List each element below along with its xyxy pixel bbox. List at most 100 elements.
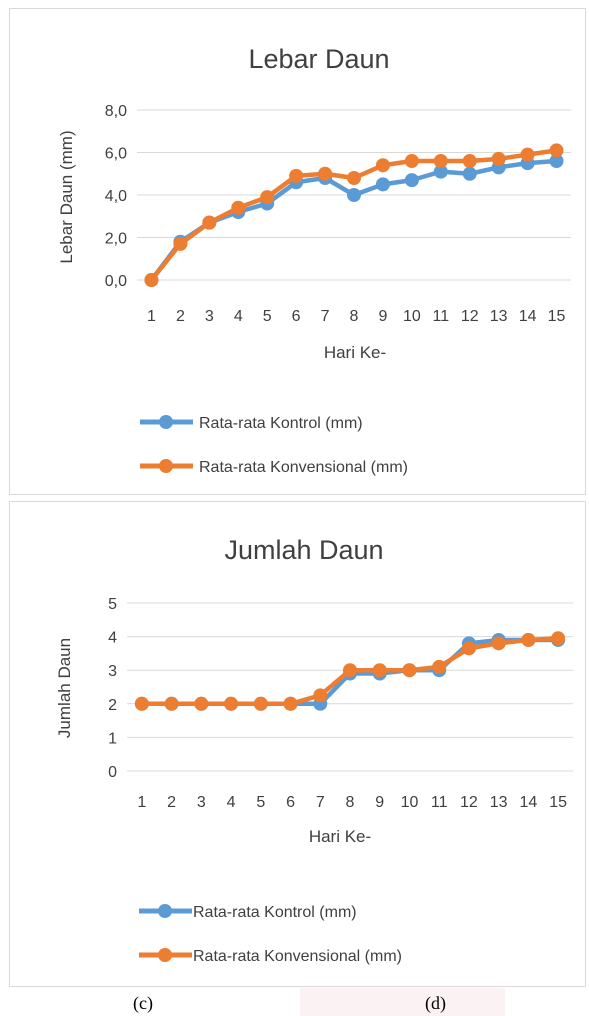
data-point — [283, 696, 298, 711]
x-tick-label: 7 — [321, 308, 330, 325]
data-point — [372, 663, 387, 678]
x-tick-label: 2 — [167, 794, 176, 811]
x-tick-label: 4 — [227, 794, 236, 811]
data-point — [253, 696, 268, 711]
x-tick-label: 11 — [432, 308, 449, 325]
data-point — [462, 154, 477, 168]
data-point — [491, 636, 506, 651]
x-axis-label: Hari Ke- — [309, 827, 371, 846]
data-point — [462, 166, 477, 181]
x-tick-label: 8 — [346, 794, 355, 811]
x-tick-label: 15 — [549, 794, 567, 811]
data-point — [173, 236, 188, 251]
x-tick-label: 10 — [401, 794, 419, 811]
legend-item: Rata-rata Konvensional (mm) — [140, 459, 408, 476]
data-point — [347, 171, 361, 185]
x-tick-label: 1 — [147, 308, 156, 325]
legend-swatch-marker — [159, 415, 173, 429]
data-point — [491, 151, 506, 166]
y-tick-label: 2,0 — [105, 231, 127, 248]
y-tick-label: 4,0 — [105, 188, 127, 205]
data-point — [375, 177, 390, 192]
data-point — [402, 663, 417, 678]
x-tick-label: 9 — [375, 794, 384, 811]
x-tick-label: 1 — [137, 794, 146, 811]
y-axis-label: Jumlah Daun — [55, 638, 74, 738]
legend-item: Rata-rata Kontrol (mm) — [139, 904, 357, 921]
figure-caption-c: (c) — [133, 993, 153, 1013]
legend-swatch-marker — [158, 948, 172, 962]
background-highlight — [300, 988, 505, 1016]
data-point — [347, 188, 361, 202]
data-point — [404, 154, 419, 168]
x-tick-label: 10 — [403, 308, 421, 325]
data-point — [144, 273, 159, 287]
y-axis-label: Lebar Daun (mm) — [57, 130, 76, 263]
chart-panel-lebar-daun: Lebar Daun 0,0 2,0 4,0 6,0 8,0 1 2 3 4 5 6 7 8 9 10 11… — [9, 8, 586, 495]
data-point — [260, 190, 275, 205]
x-tick-label: 2 — [176, 308, 185, 325]
chart-title: Lebar Daun — [248, 44, 389, 74]
data-point — [521, 632, 536, 647]
y-tick-label: 8,0 — [105, 103, 127, 120]
x-tick-label: 5 — [256, 794, 265, 811]
data-point — [202, 215, 217, 230]
x-tick-label: 5 — [263, 308, 272, 325]
y-tick-label: 0,0 — [105, 273, 127, 290]
x-tick-label: 12 — [460, 794, 478, 811]
data-point — [433, 164, 448, 179]
y-tick-label: 4 — [108, 630, 117, 647]
legend-item: Rata-rata Konvensional (mm) — [139, 948, 402, 965]
x-tick-label: 8 — [350, 308, 359, 325]
data-point — [134, 696, 149, 711]
legend-item: Rata-rata Kontrol (mm) — [140, 415, 363, 432]
data-point — [549, 154, 564, 168]
data-point — [551, 631, 566, 646]
y-tick-label: 1 — [108, 730, 117, 747]
x-axis-label: Hari Ke- — [324, 343, 386, 362]
x-tick-label: 7 — [316, 794, 325, 811]
x-tick-label: 13 — [490, 308, 508, 325]
data-point — [231, 200, 246, 215]
y-tick-label: 2 — [108, 697, 117, 714]
data-point — [461, 641, 476, 656]
figure-caption-d: (d) — [425, 993, 446, 1013]
y-tick-label: 0 — [108, 764, 117, 781]
x-tick-label: 13 — [490, 794, 508, 811]
x-tick-label: 6 — [286, 794, 295, 811]
x-tick-label: 15 — [548, 308, 566, 325]
x-tick-label: 14 — [519, 308, 537, 325]
data-point — [164, 696, 179, 711]
x-tick-label: 3 — [205, 308, 214, 325]
y-tick-label: 6,0 — [105, 146, 127, 163]
data-point — [549, 143, 564, 158]
chart-title: Jumlah Daun — [224, 535, 383, 565]
data-point — [433, 154, 448, 168]
legend-label: Rata-rata Konvensional (mm) — [193, 948, 402, 965]
x-tick-label: 4 — [234, 308, 243, 325]
x-tick-label: 14 — [520, 794, 538, 811]
data-point — [375, 158, 390, 173]
data-point — [343, 663, 357, 678]
data-point — [313, 688, 328, 703]
legend-label: Rata-rata Konvensional (mm) — [199, 459, 408, 476]
x-tick-label: 9 — [378, 308, 387, 325]
y-tick-label: 5 — [108, 596, 117, 613]
legend-swatch-marker — [158, 904, 172, 918]
legend-label: Rata-rata Kontrol (mm) — [193, 904, 357, 921]
legend-swatch-marker — [159, 459, 173, 473]
legend-label: Rata-rata Kontrol (mm) — [199, 415, 363, 432]
data-point — [224, 696, 239, 711]
x-tick-label: 11 — [431, 794, 448, 811]
x-tick-label: 6 — [292, 308, 301, 325]
y-tick-label: 3 — [108, 663, 117, 680]
data-point — [404, 173, 419, 188]
chart-lebar-daun: Lebar Daun 0,02,04,06,08,0 1 2 3 4 5 6 7 8 9 10 11… — [57, 44, 571, 476]
data-point — [520, 147, 535, 162]
x-tick-label: 12 — [461, 308, 479, 325]
data-point — [289, 168, 304, 183]
data-point — [432, 659, 447, 674]
data-point — [194, 696, 209, 711]
